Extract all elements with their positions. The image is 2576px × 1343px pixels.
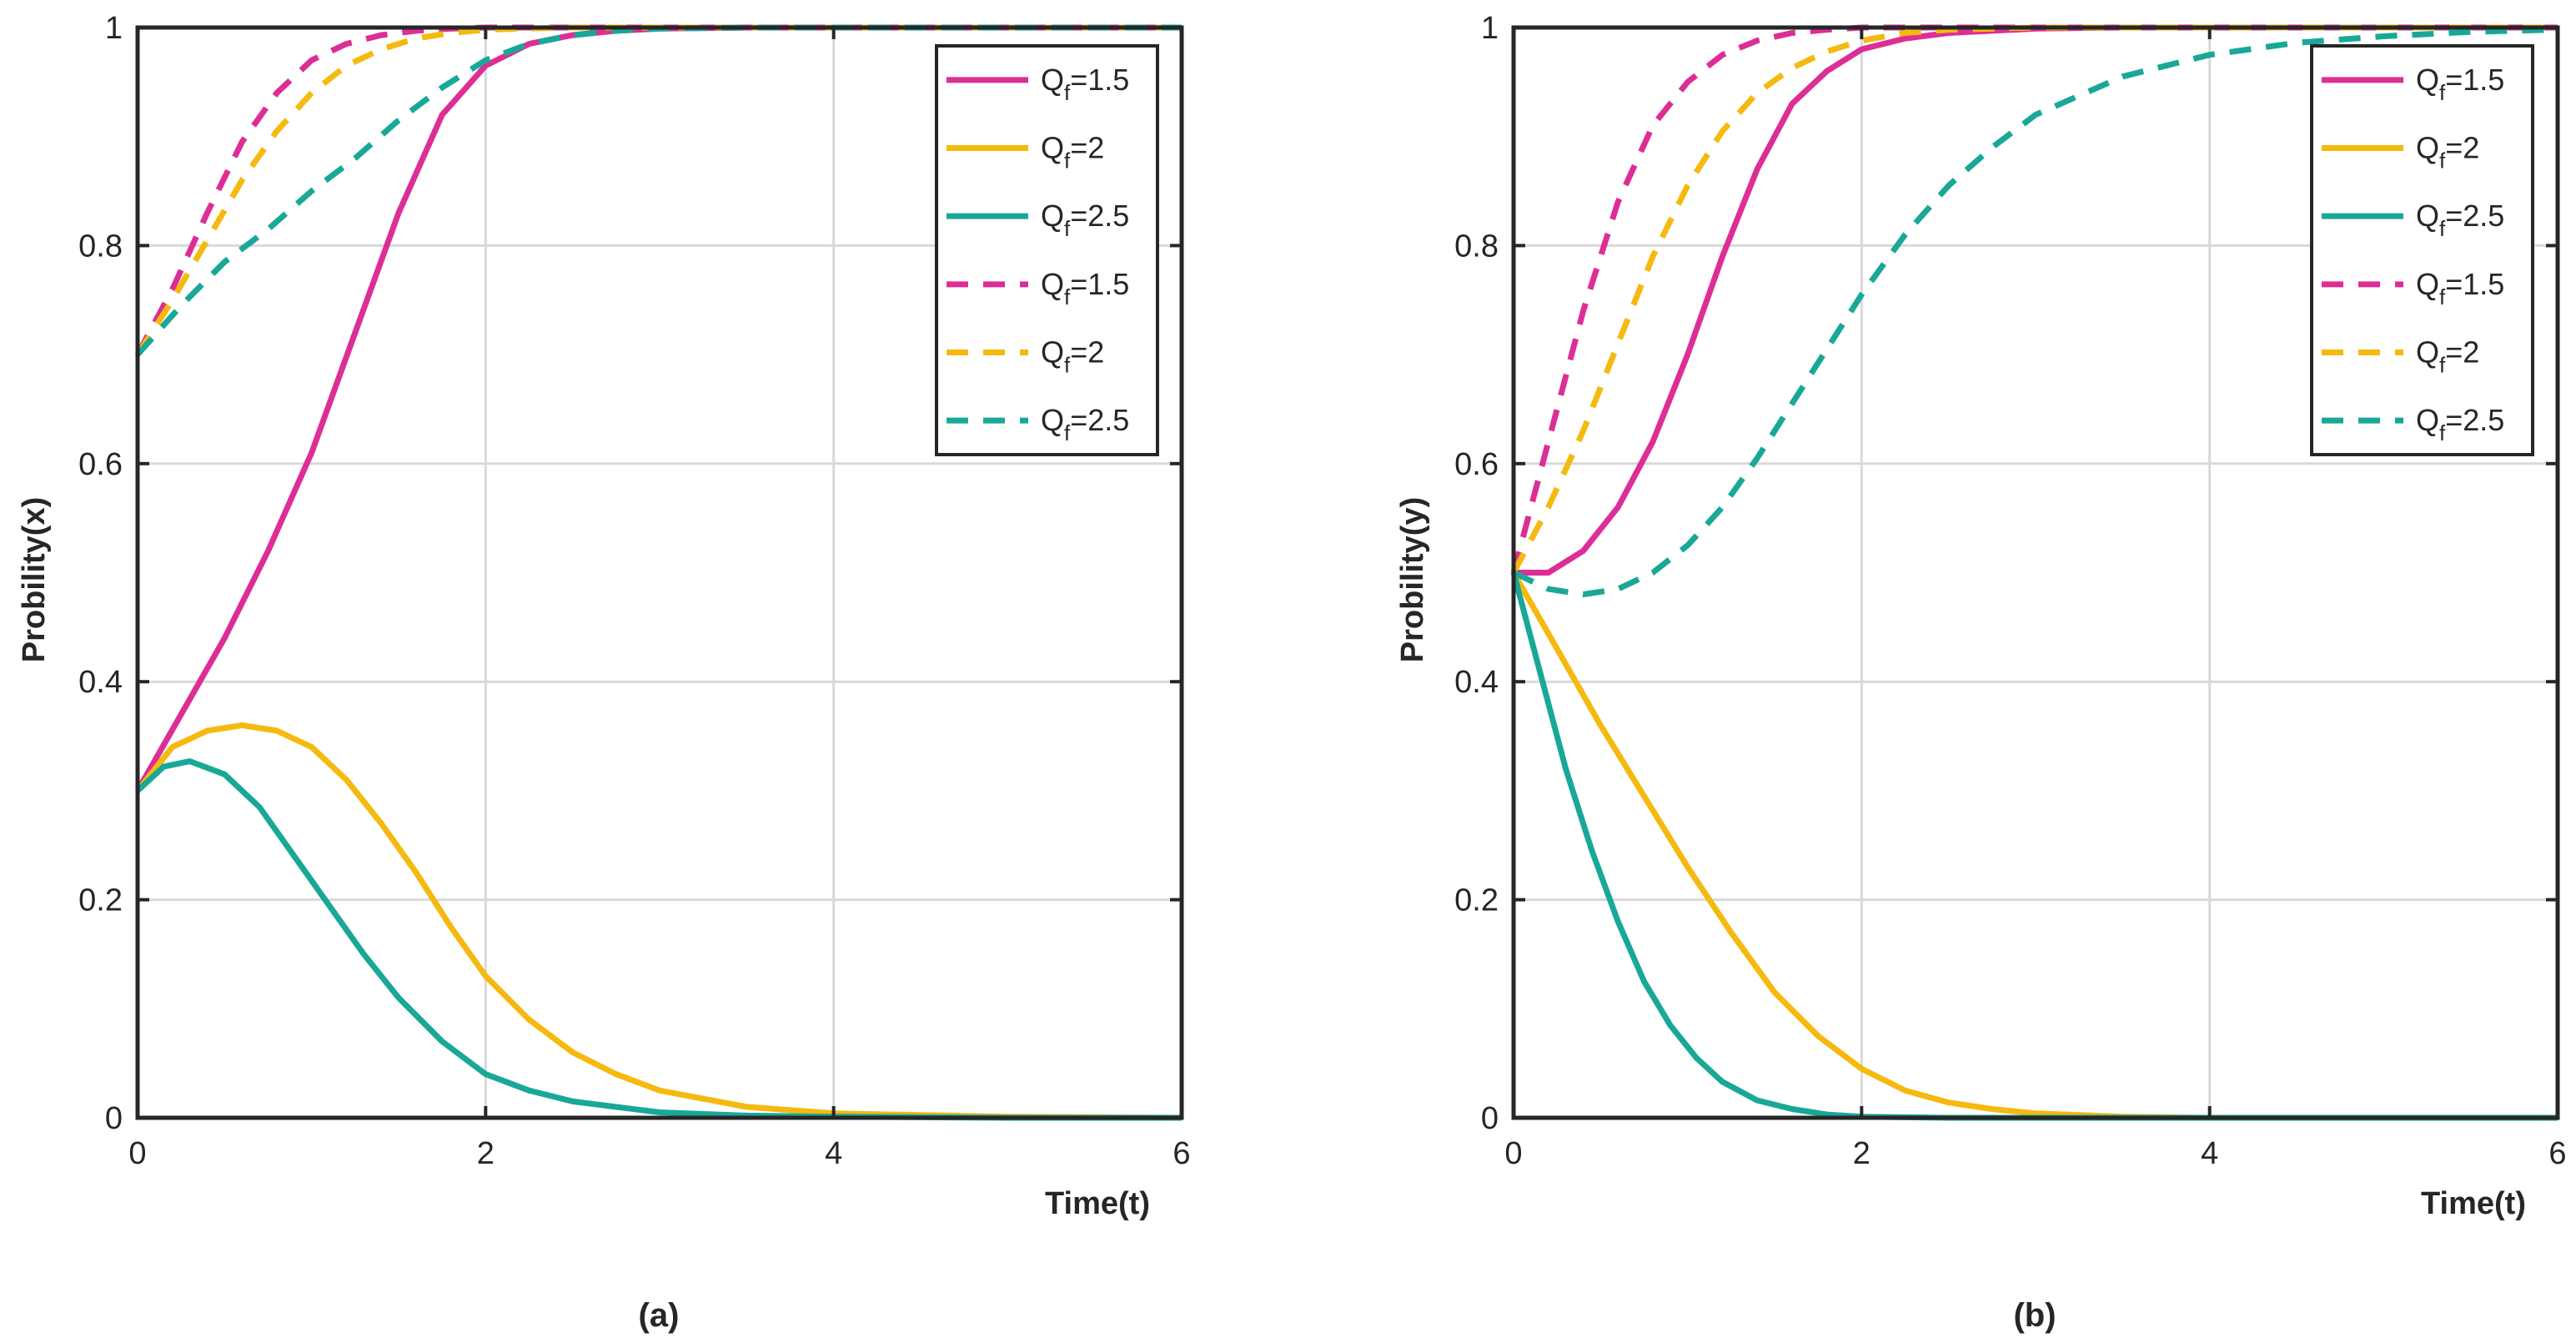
- panel-b-legend-box: [2310, 44, 2534, 456]
- panel-b-legend: Qf=1.5Qf=2Qf=2.5Qf=1.5Qf=2Qf=2.5: [2310, 44, 2534, 456]
- panel-a-y-tick-label: 0.2: [78, 883, 123, 918]
- panel-a-legend-label: Qf=2: [1041, 335, 1104, 378]
- panel-a-axes: [135, 25, 1184, 1120]
- panel-b-axes-box: [1511, 25, 2560, 1120]
- panel-b-x-tick-label: 6: [2548, 1136, 2566, 1171]
- panel-b-legend-label-rest: =2.5: [2445, 403, 2504, 437]
- panel-b-legend-label-sub: f: [2439, 284, 2446, 309]
- panel-b-legend-label-rest: =1.5: [2445, 267, 2504, 301]
- panel-b-y-tick-label: 0.6: [1454, 447, 1499, 482]
- panel-a-legend-label-rest: =1.5: [1070, 63, 1129, 97]
- panel-a-y-tick-label: 0: [105, 1101, 123, 1136]
- panel-b-x-tick-label: 4: [2201, 1136, 2218, 1171]
- panel-a: 0 2 4 600.20.40.60.81 Time(t) Probility(x) …: [17, 11, 1191, 1334]
- panel-b-legend-label-main: Q: [2416, 267, 2439, 301]
- panel-b-y-tick-label: 0.8: [1454, 229, 1499, 264]
- panel-a-legend-label-main: Q: [1041, 335, 1064, 370]
- panel-a-legend-label-rest: =2.5: [1070, 199, 1129, 233]
- panel-a-axes-box: [135, 25, 1184, 1120]
- panel-a-legend-label-main: Q: [1041, 403, 1064, 437]
- panel-a-legend-label-main: Q: [1041, 131, 1064, 165]
- panel-a-legend-label: Qf=2.5: [1041, 199, 1129, 241]
- panel-b-legend-label: Qf=1.5: [2416, 267, 2504, 309]
- panel-b-series-line: [1512, 27, 2558, 598]
- panel-b-y-tick-label: 0: [1481, 1101, 1499, 1136]
- panel-a-caption: (a): [639, 1297, 680, 1334]
- panel-b-ticks: 0 2 4 6 0 0.2 0.4 0.6 0.8 1: [1454, 11, 2566, 1171]
- panel-b-y-axis-title: Probility(y): [1395, 497, 1430, 662]
- panel-a-legend-label-sub: f: [1064, 80, 1071, 105]
- panel-b-axes: [1511, 25, 2560, 1120]
- panel-a-legend-label: Qf=2.5: [1041, 403, 1129, 445]
- panel-a-y-tick-label: 0.8: [78, 229, 123, 264]
- panel-b-legend-label: Qf=2.5: [2416, 403, 2504, 445]
- panel-b-caption: (b): [2013, 1297, 2056, 1334]
- panel-b-x-tick-label: 0: [1504, 1136, 1522, 1171]
- panel-a-y-tick-label: 1: [105, 11, 123, 46]
- panel-b-legend-label-main: Q: [2416, 403, 2439, 437]
- panel-b-legend-label-sub: f: [2439, 80, 2446, 105]
- panel-a-legend-label-rest: =2: [1070, 131, 1104, 165]
- panel-b-legend-label-sub: f: [2439, 148, 2446, 174]
- panel-a-y-tick-label: 0.6: [78, 447, 123, 482]
- panel-a-legend-label: Qf=1.5: [1041, 63, 1129, 105]
- panel-a-x-tick-label: 4: [825, 1136, 842, 1171]
- panel-b-legend-label-main: Q: [2416, 131, 2439, 165]
- panel-b-legend-label-rest: =2.5: [2445, 199, 2504, 233]
- panel-a-legend-label-rest: =2: [1070, 335, 1104, 370]
- panel-b-legend-label: Qf=2: [2416, 335, 2479, 378]
- panel-b-legend-label-main: Q: [2416, 335, 2439, 370]
- panel-b-grid: [1514, 28, 2558, 1118]
- panel-b-legend-label-main: Q: [2416, 199, 2439, 233]
- panel-a-legend-label-rest: =2.5: [1070, 403, 1129, 437]
- panel-a-legend-box: [935, 44, 1159, 456]
- panel-a-legend-label-main: Q: [1041, 267, 1064, 301]
- panel-a-legend-label-main: Q: [1041, 63, 1064, 97]
- panel-a-x-tick-label: 2: [477, 1136, 495, 1171]
- panel-a-legend-label: Qf=1.5: [1041, 267, 1129, 309]
- panel-b-y-tick-label: 0.2: [1454, 883, 1499, 918]
- panel-b-legend-label-rest: =2: [2445, 335, 2479, 370]
- panel-a-legend-label-main: Q: [1041, 199, 1064, 233]
- panel-b-legend-label-rest: =1.5: [2445, 63, 2504, 97]
- panel-a-ticks: 0 2 4 6 0 0.2 0.4 0.6 0.8 1: [78, 11, 1190, 1171]
- panel-a-legend: Qf=1.5Qf=2Qf=2.5Qf=1.5Qf=2Qf=2.5: [935, 44, 1159, 456]
- panel-a-y-tick-label: 0.4: [78, 665, 123, 700]
- panel-a-legend-label: Qf=2: [1041, 131, 1104, 174]
- panel-b-legend-label-sub: f: [2439, 216, 2446, 241]
- panel-a-x-tick-label: 0: [128, 1136, 146, 1171]
- panel-a-legend-label-sub: f: [1064, 216, 1071, 241]
- panel-b-legend-label: Qf=2.5: [2416, 199, 2504, 241]
- panel-b-legend-label-sub: f: [2439, 420, 2446, 445]
- panel-a-grid: [138, 28, 1182, 1118]
- panel-b-y-tick-label: 1: [1481, 11, 1499, 46]
- panel-a-y-axis-title: Probility(x): [17, 497, 52, 662]
- panel-b-x-tick-label: 2: [1853, 1136, 1870, 1171]
- panel-a-series-line: [135, 722, 1183, 1121]
- panel-a-legend-label-rest: =1.5: [1070, 267, 1129, 301]
- panel-a-legend-label-sub: f: [1064, 420, 1071, 445]
- panel-a-legend-label-sub: f: [1064, 353, 1071, 378]
- panel-a-legend-label-sub: f: [1064, 284, 1071, 309]
- panel-b-legend-label-main: Q: [2416, 63, 2439, 97]
- panel-b: 0 2 4 600.20.40.60.81 Time(t) Probility(y) …: [1395, 11, 2567, 1334]
- panel-b-legend-label-sub: f: [2439, 353, 2446, 378]
- panel-b-legend-label-rest: =2: [2445, 131, 2479, 165]
- panel-a-legend-label-sub: f: [1064, 148, 1071, 174]
- panel-a-x-axis-title: Time(t): [1045, 1186, 1150, 1221]
- panel-b-legend-label: Qf=2: [2416, 131, 2479, 174]
- panel-a-x-tick-label: 6: [1173, 1136, 1190, 1171]
- panel-b-x-axis-title: Time(t): [2421, 1186, 2526, 1221]
- panel-b-legend-label: Qf=1.5: [2416, 63, 2504, 105]
- panel-b-y-tick-label: 0.4: [1454, 665, 1499, 700]
